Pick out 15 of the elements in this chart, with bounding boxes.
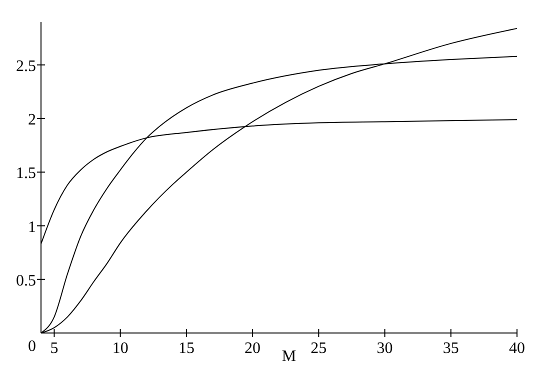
- y-tick-label: 2.5: [16, 58, 36, 75]
- x-tick-label: 35: [442, 340, 459, 357]
- y-tick-label: 1.5: [16, 165, 36, 182]
- x-tick-label: 25: [310, 340, 327, 357]
- x-tick-label: 40: [509, 340, 525, 357]
- y-tick-label: 0.5: [16, 272, 36, 290]
- y-tick-label: 1: [28, 218, 36, 236]
- x-tick-label: 10: [112, 340, 128, 357]
- x-tick-label: 5: [50, 340, 58, 357]
- y-tick-label: 0: [28, 338, 36, 355]
- x-tick-label: 30: [376, 340, 393, 357]
- x-tick-label: 15: [178, 340, 194, 357]
- x-tick-label: 20: [244, 340, 261, 357]
- y-tick-label: 2: [28, 112, 36, 129]
- x-axis-title: M: [282, 348, 296, 365]
